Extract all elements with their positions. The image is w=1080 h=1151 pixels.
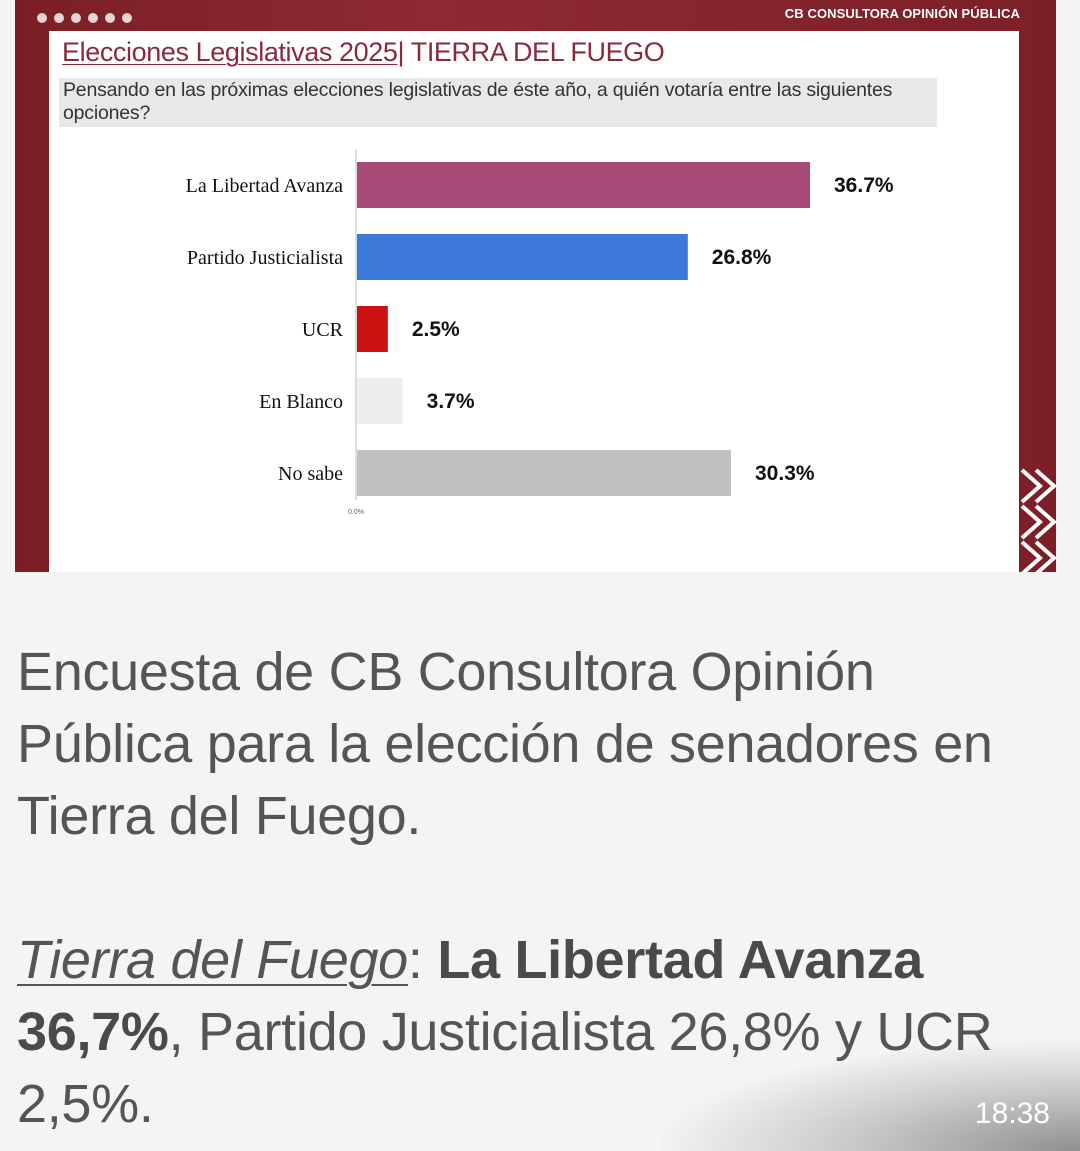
bar-category-label: Partido Justicialista xyxy=(187,247,343,269)
chart-title-main: Elecciones Legislativas 2025 xyxy=(62,37,398,67)
dot-icon xyxy=(105,13,115,23)
x-axis-tick-label: 0.0% xyxy=(348,509,364,516)
dot-icon xyxy=(54,13,64,23)
chart-panel: Elecciones Legislativas 2025| TIERRA DEL… xyxy=(49,31,1019,572)
bar-value-label: 30.3% xyxy=(755,462,815,485)
dot-icon xyxy=(71,13,81,23)
bar-category-label: La Libertad Avanza xyxy=(186,175,343,197)
message-caption: Encuesta de CB Consultora Opinión Públic… xyxy=(17,636,1057,1140)
dot-icon xyxy=(37,13,47,23)
survey-question: Pensando en las próximas elecciones legi… xyxy=(59,78,937,127)
caption-intro: Encuesta de CB Consultora Opinión Públic… xyxy=(17,642,993,846)
dot-icon xyxy=(122,13,132,23)
bar xyxy=(357,234,688,280)
caption-results: Tierra del Fuego: La Libertad Avanza 36,… xyxy=(17,924,1057,1140)
bar-value-label: 26.8% xyxy=(712,246,772,269)
chart-title: Elecciones Legislativas 2025| TIERRA DEL… xyxy=(62,37,665,68)
bar-chart: La Libertad Avanza 36.7% Partido Justicial… xyxy=(186,150,894,516)
decorative-dots xyxy=(37,13,132,23)
chevrons-icon xyxy=(1020,468,1056,572)
bar xyxy=(357,306,388,352)
bar-category-label: En Blanco xyxy=(259,391,343,413)
bar xyxy=(357,378,403,424)
caption-leader: La Libertad Avanza 36,7% xyxy=(17,930,924,1062)
bar-category-label: No sabe xyxy=(278,463,343,485)
bar-value-label: 3.7% xyxy=(427,390,475,413)
bar-value-label: 2.5% xyxy=(412,318,460,341)
timestamp-shade xyxy=(660,1041,1080,1151)
dot-icon xyxy=(88,13,98,23)
bar-category-label: UCR xyxy=(302,319,344,341)
brand-name: CB CONSULTORA OPINIÓN PÚBLICA xyxy=(784,6,1020,21)
bar xyxy=(357,162,810,208)
caption-separator: : xyxy=(407,930,438,990)
survey-image[interactable]: CB CONSULTORA OPINIÓN PÚBLICA Elecciones… xyxy=(15,0,1056,572)
chart-title-region: | TIERRA DEL FUEGO xyxy=(397,37,665,67)
bar-value-label: 36.7% xyxy=(834,174,894,197)
message-time: 18:38 xyxy=(974,1097,1050,1130)
caption-place: Tierra del Fuego xyxy=(17,930,408,990)
bar xyxy=(357,450,732,496)
